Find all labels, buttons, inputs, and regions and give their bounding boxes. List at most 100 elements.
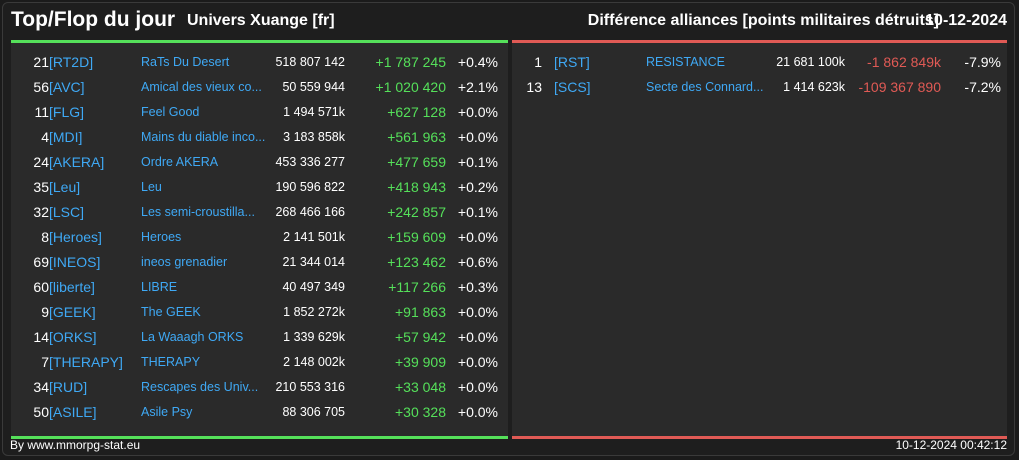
alliance-tag-link[interactable]: [RST] — [554, 54, 590, 70]
alliance-name-link[interactable]: Les semi-croustilla... — [141, 205, 255, 219]
percent-cell: +2.1% — [457, 79, 498, 95]
top-row: 60 [liberte] LIBRE 40 497 349 +117 266 +0.3% — [11, 275, 508, 300]
alliance-name-link[interactable]: THERAPY — [141, 355, 201, 369]
rank-cell: 35 — [33, 179, 49, 195]
generated-timestamp: 10-12-2024 00:42:12 — [895, 438, 1007, 452]
rank-cell: 24 — [33, 154, 49, 170]
rank-cell: 8 — [41, 229, 49, 245]
percent-cell: +0.0% — [457, 129, 498, 145]
points-cell: 1 852 272k — [283, 305, 345, 319]
alliance-name-link[interactable]: Ordre AKERA — [141, 155, 219, 169]
percent-cell: +0.0% — [457, 404, 498, 420]
rank-cell: 32 — [33, 204, 49, 220]
alliance-tag-link[interactable]: [ORKS] — [49, 329, 97, 345]
difference-cell: +1 787 245 — [375, 54, 446, 70]
alliance-tag-link[interactable]: [SCS] — [554, 79, 591, 95]
alliance-name-link[interactable]: Mains du diable inco... — [141, 130, 266, 144]
alliance-name-link[interactable]: Secte des Connard... — [646, 80, 764, 94]
points-cell: 21 681 100k — [776, 55, 845, 69]
difference-cell: +561 963 — [387, 129, 446, 145]
rank-cell: 14 — [33, 329, 49, 345]
points-cell: 21 344 014 — [282, 255, 345, 269]
points-cell: 1 494 571k — [283, 105, 345, 119]
points-cell: 88 306 705 — [282, 405, 345, 419]
alliance-name-link[interactable]: RESISTANCE — [646, 55, 725, 69]
difference-cell: +33 048 — [395, 379, 446, 395]
alliance-tag-link[interactable]: [ASILE] — [49, 404, 97, 420]
points-cell: 268 466 166 — [275, 205, 345, 219]
difference-cell: -1 862 849k — [867, 54, 941, 70]
rank-cell: 1 — [534, 54, 542, 70]
alliance-tag-link[interactable]: [LSC] — [49, 204, 85, 220]
flop-row: 13 [SCS] Secte des Connard... 1 414 623k -10… — [512, 75, 1007, 100]
alliance-tag-link[interactable]: [Leu] — [49, 179, 81, 195]
difference-cell: +117 266 — [388, 279, 446, 295]
rank-cell: 60 — [33, 279, 49, 295]
alliance-tag-link[interactable]: [GEEK] — [49, 304, 96, 320]
difference-cell: +30 328 — [395, 404, 446, 420]
rank-cell: 4 — [41, 129, 49, 145]
difference-cell: +242 857 — [387, 204, 446, 220]
top-row: 4 [MDI] Mains du diable inco... 3 183 858k +… — [11, 125, 508, 150]
percent-cell: +0.4% — [457, 54, 498, 70]
top-row: 14 [ORKS] La Waaagh ORKS 1 339 629k +57 942 +… — [11, 325, 508, 350]
alliance-tag-link[interactable]: [Heroes] — [49, 229, 102, 245]
points-cell: 50 559 944 — [282, 80, 345, 94]
alliance-tag-link[interactable]: [AKERA] — [49, 154, 105, 170]
alliance-name-link[interactable]: Amical des vieux co... — [141, 80, 262, 94]
alliance-name-link[interactable]: The GEEK — [141, 305, 201, 319]
percent-cell: +0.0% — [457, 229, 498, 245]
rank-cell: 34 — [33, 379, 49, 395]
percent-cell: +0.2% — [457, 179, 498, 195]
percent-cell: -7.2% — [964, 79, 1001, 95]
difference-cell: +91 863 — [395, 304, 446, 320]
alliance-name-link[interactable]: Rescapes des Univ... — [141, 380, 259, 394]
top-row: 32 [LSC] Les semi-croustilla... 268 466 166… — [11, 200, 508, 225]
top-row: 50 [ASILE] Asile Psy 88 306 705 +30 328 +0.0% — [11, 400, 508, 425]
top-row: 7 [THERAPY] THERAPY 2 148 002k +39 909 +0.0% — [11, 350, 508, 375]
rank-cell: 13 — [526, 79, 542, 95]
alliance-name-link[interactable]: Feel Good — [141, 105, 200, 119]
rank-cell: 56 — [33, 79, 49, 95]
alliance-tag-link[interactable]: [THERAPY] — [49, 354, 123, 370]
top-row: 9 [GEEK] The GEEK 1 852 272k +91 863 +0.0% — [11, 300, 508, 325]
percent-cell: +0.0% — [457, 354, 498, 370]
points-cell: 40 497 349 — [282, 280, 345, 294]
top-row: 69 [INEOS] ineos grenadier 21 344 014 +123 4… — [11, 250, 508, 275]
points-cell: 2 148 002k — [283, 355, 345, 369]
alliance-tag-link[interactable]: [AVC] — [49, 79, 85, 95]
difference-cell: -109 367 890 — [858, 79, 941, 95]
alliance-name-link[interactable]: Asile Psy — [141, 405, 193, 419]
page-title: Top/Flop du jour — [11, 8, 176, 31]
alliance-name-link[interactable]: LIBRE — [141, 280, 178, 294]
alliance-tag-link[interactable]: [RT2D] — [49, 54, 94, 70]
alliance-tag-link[interactable]: [MDI] — [49, 129, 83, 145]
points-cell: 1 339 629k — [283, 330, 345, 344]
percent-cell: +0.0% — [457, 304, 498, 320]
top-row: 35 [Leu] Leu 190 596 822 +418 943 +0.2% — [11, 175, 508, 200]
rank-cell: 9 — [41, 304, 49, 320]
difference-cell: +123 462 — [387, 254, 446, 270]
alliance-tag-link[interactable]: [INEOS] — [49, 254, 101, 270]
ranking-category-title: Différence alliances [points militaires … — [587, 12, 939, 29]
alliance-name-link[interactable]: La Waaagh ORKS — [141, 330, 244, 344]
alliance-name-link[interactable]: Heroes — [141, 230, 182, 244]
alliance-tag-link[interactable]: [FLG] — [49, 104, 85, 120]
alliance-name-link[interactable]: Leu — [141, 180, 162, 194]
top-row: 34 [RUD] Rescapes des Univ... 210 553 316 +3… — [11, 375, 508, 400]
points-cell: 2 141 501k — [283, 230, 345, 244]
alliance-tag-link[interactable]: [RUD] — [49, 379, 88, 395]
alliance-name-link[interactable]: ineos grenadier — [141, 255, 228, 269]
rank-cell: 7 — [41, 354, 49, 370]
difference-cell: +418 943 — [387, 179, 446, 195]
percent-cell: +0.0% — [457, 329, 498, 345]
source-credit[interactable]: By www.mmorpg-stat.eu — [10, 438, 141, 452]
rank-cell: 50 — [33, 404, 49, 420]
points-cell: 3 183 858k — [283, 130, 345, 144]
points-cell: 518 807 142 — [275, 55, 345, 69]
report-date: 10-12-2024 — [925, 12, 1007, 29]
difference-cell: +159 609 — [387, 229, 446, 245]
alliance-name-link[interactable]: RaTs Du Desert — [141, 55, 230, 69]
alliance-tag-link[interactable]: [liberte] — [49, 279, 95, 295]
flop-panel: 1 [RST] RESISTANCE 21 681 100k -1 862 849k -7… — [512, 40, 1007, 439]
